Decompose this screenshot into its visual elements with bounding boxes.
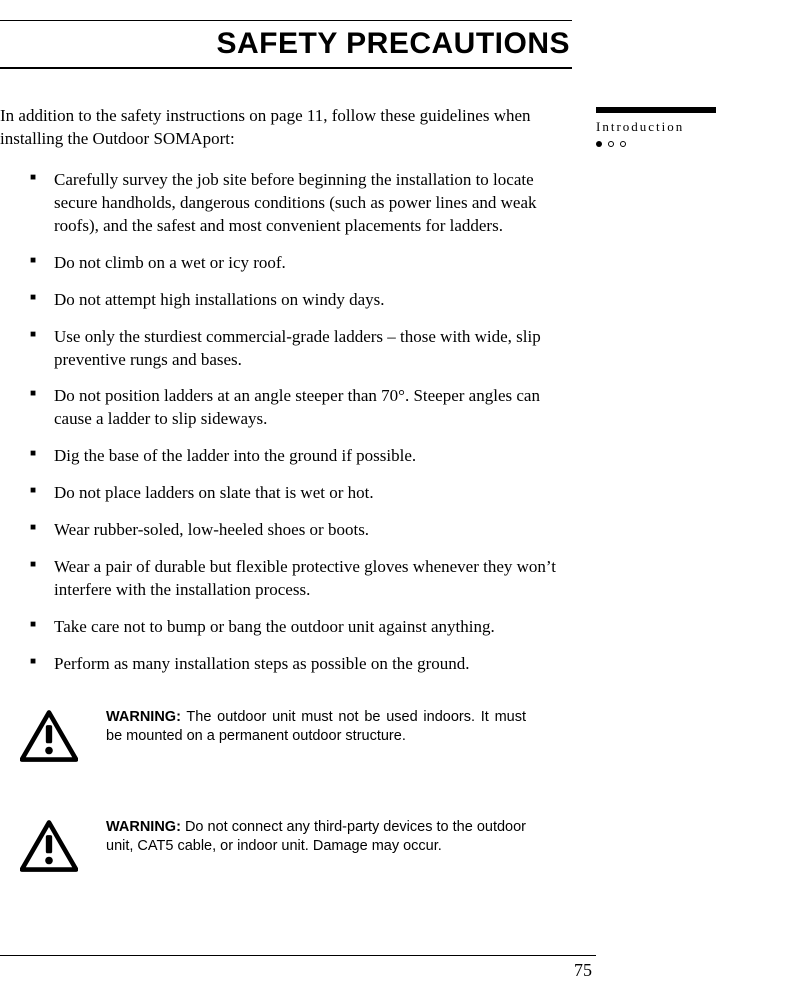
dot-outline-icon — [620, 141, 626, 147]
side-bar — [596, 107, 716, 113]
heading-underline — [0, 67, 572, 69]
list-item: Do not position ladders at an angle stee… — [30, 385, 556, 431]
columns: In addition to the safety instructions o… — [0, 105, 762, 872]
warning-text: WARNING: Do not connect any third-party … — [106, 818, 526, 857]
section-label: Introduction — [596, 119, 756, 135]
page: SAFETY PRECAUTIONS In addition to the sa… — [0, 0, 786, 1007]
warning-label: WARNING: — [106, 709, 181, 725]
side-column: Introduction — [596, 105, 756, 872]
list-item: Do not place ladders on slate that is we… — [30, 482, 556, 505]
warning-icon — [20, 710, 78, 762]
page-number: 75 — [0, 956, 596, 981]
warning-block: WARNING: The outdoor unit must not be us… — [20, 708, 526, 762]
list-item: Perform as many installation steps as po… — [30, 653, 556, 676]
bullet-list: Carefully survey the job site before beg… — [0, 169, 556, 676]
warning-icon — [20, 820, 78, 872]
list-item: Wear a pair of durable but flexible prot… — [30, 556, 556, 602]
warning-block: WARNING: Do not connect any third-party … — [20, 818, 526, 872]
main-column: In addition to the safety instructions o… — [0, 105, 596, 872]
list-item: Dig the base of the ladder into the grou… — [30, 445, 556, 468]
list-item: Do not attempt high installations on win… — [30, 289, 556, 312]
progress-dots — [596, 141, 756, 147]
warning-text: WARNING: The outdoor unit must not be us… — [106, 708, 526, 747]
page-title: SAFETY PRECAUTIONS — [0, 27, 572, 65]
footer: 75 — [0, 955, 596, 981]
list-item: Wear rubber-soled, low-heeled shoes or b… — [30, 519, 556, 542]
dot-outline-icon — [608, 141, 614, 147]
list-item: Carefully survey the job site before beg… — [30, 169, 556, 238]
list-item: Use only the sturdiest commercial-grade … — [30, 326, 556, 372]
intro-paragraph: In addition to the safety instructions o… — [0, 105, 556, 151]
list-item: Do not climb on a wet or icy roof. — [30, 252, 556, 275]
heading-wrap: SAFETY PRECAUTIONS — [0, 27, 572, 69]
dot-filled-icon — [596, 141, 602, 147]
top-rule — [0, 20, 572, 21]
list-item: Take care not to bump or bang the outdoo… — [30, 616, 556, 639]
warning-label: WARNING: — [106, 819, 181, 835]
